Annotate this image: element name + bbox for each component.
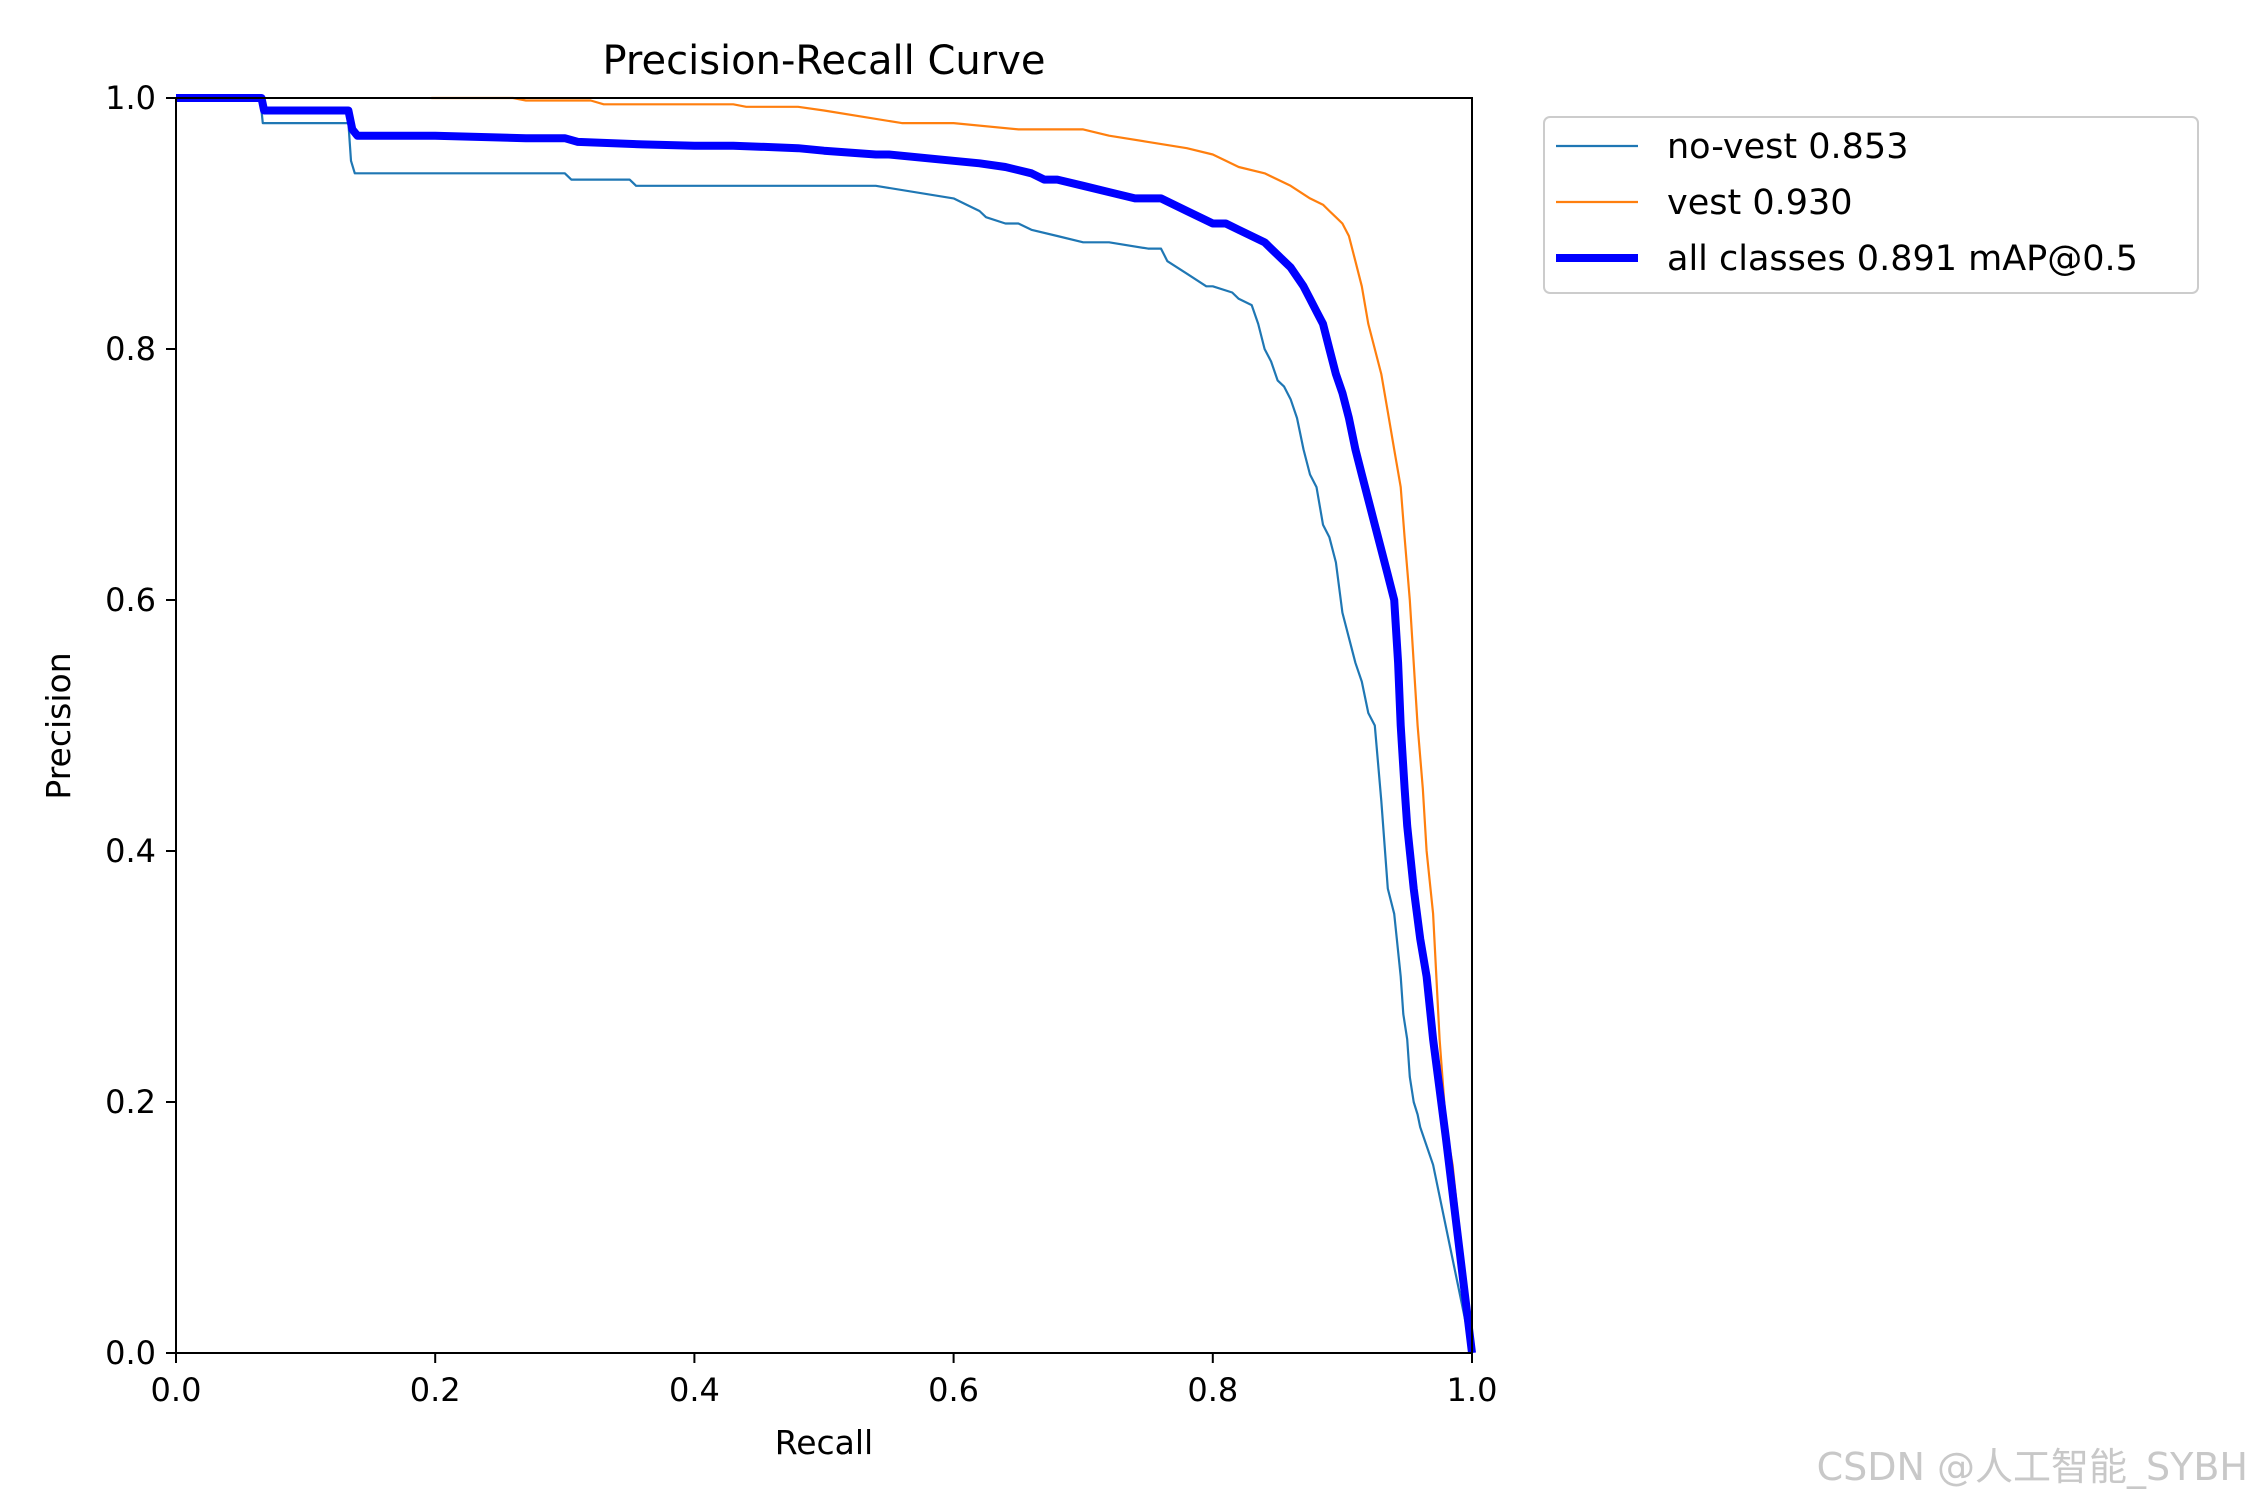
series-line-2 bbox=[176, 94, 1476, 1354]
x-tick-label-3: 0.6 bbox=[928, 1371, 979, 1409]
legend-box bbox=[1543, 116, 2199, 294]
series-line-0 bbox=[176, 96, 1474, 1354]
y-tick-label-1: 0.2 bbox=[105, 1083, 156, 1121]
chart-title: Precision-Recall Curve bbox=[603, 38, 1046, 84]
y-tick-label-5: 1.0 bbox=[105, 79, 156, 117]
legend-entries: no-vest 0.853 vest 0.930 all classes 0.891… bbox=[1556, 127, 2138, 279]
y-tick-label-4: 0.8 bbox=[105, 330, 156, 368]
legend-label-1: vest 0.930 bbox=[1667, 183, 1853, 223]
y-axis-title: Precision bbox=[39, 652, 78, 799]
x-tick-label-2: 0.4 bbox=[669, 1371, 720, 1409]
y-tick-label-3: 0.6 bbox=[105, 581, 156, 619]
legend: no-vest 0.853 vest 0.930 all classes 0.891… bbox=[1543, 116, 2199, 294]
x-tick-label-5: 1.0 bbox=[1447, 1371, 1498, 1409]
watermark-text: CSDN @人工智能_SYBH bbox=[1817, 1445, 2248, 1489]
x-tick-label-4: 0.8 bbox=[1187, 1371, 1238, 1409]
x-axis-title: Recall bbox=[775, 1423, 873, 1462]
y-axis: 0.0 0.2 0.4 0.6 0.8 1.0 bbox=[105, 79, 176, 1372]
x-tick-label-0: 0.0 bbox=[151, 1371, 202, 1409]
x-axis: 0.0 0.2 0.4 0.6 0.8 1.0 bbox=[151, 1353, 1498, 1409]
legend-label-2: all classes 0.891 mAP@0.5 bbox=[1667, 239, 2138, 279]
y-tick-label-0: 0.0 bbox=[105, 1334, 156, 1372]
y-tick-label-2: 0.4 bbox=[105, 832, 156, 870]
series-layer bbox=[176, 94, 1476, 1354]
plot-frame bbox=[175, 97, 1473, 1354]
series-line-1 bbox=[431, 96, 1474, 1354]
x-tick-label-1: 0.2 bbox=[410, 1371, 461, 1409]
legend-label-0: no-vest 0.853 bbox=[1667, 127, 1908, 167]
